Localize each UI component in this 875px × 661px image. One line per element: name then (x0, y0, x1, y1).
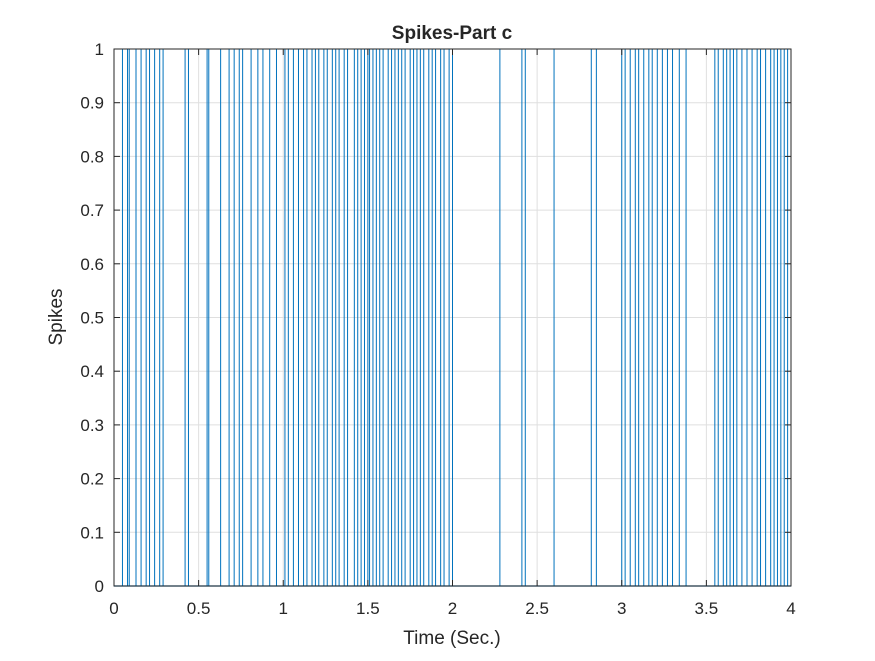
y-tick-labels: 0 0.1 0.2 0.3 0.4 0.5 0.6 0.7 0.8 0.9 1 (80, 40, 104, 596)
y-tick-label: 0.8 (80, 147, 104, 166)
y-tick-label: 0.6 (80, 255, 104, 274)
x-tick-label: 3 (617, 599, 626, 618)
x-tick-label: 2 (448, 599, 457, 618)
x-tick-label: 1 (279, 599, 288, 618)
x-tick-label: 0.5 (187, 599, 211, 618)
y-tick-label: 1 (95, 40, 104, 59)
x-axis-label: Time (Sec.) (403, 628, 500, 649)
axis-ticks (113, 48, 792, 587)
y-axis-label: Spikes (46, 288, 67, 345)
x-tick-label: 2.5 (525, 599, 549, 618)
y-tick-label: 0.3 (80, 416, 104, 435)
y-tick-label: 0.9 (80, 94, 104, 113)
y-tick-label: 0.4 (80, 362, 104, 381)
y-tick-label: 0.7 (80, 201, 104, 220)
x-tick-label: 4 (786, 599, 795, 618)
spike-series (114, 49, 791, 587)
x-tick-label: 3.5 (695, 599, 719, 618)
y-tick-label: 0.1 (80, 523, 104, 542)
x-tick-labels: 0 0.5 1 1.5 2 2.5 3 3.5 4 (109, 599, 795, 618)
x-tick-label: 1.5 (356, 599, 380, 618)
x-tick-label: 0 (109, 599, 118, 618)
chart-title: Spikes-Part c (392, 23, 513, 44)
y-tick-label: 0 (95, 577, 104, 596)
y-tick-label: 0.2 (80, 470, 104, 489)
y-tick-label: 0.5 (80, 309, 104, 328)
